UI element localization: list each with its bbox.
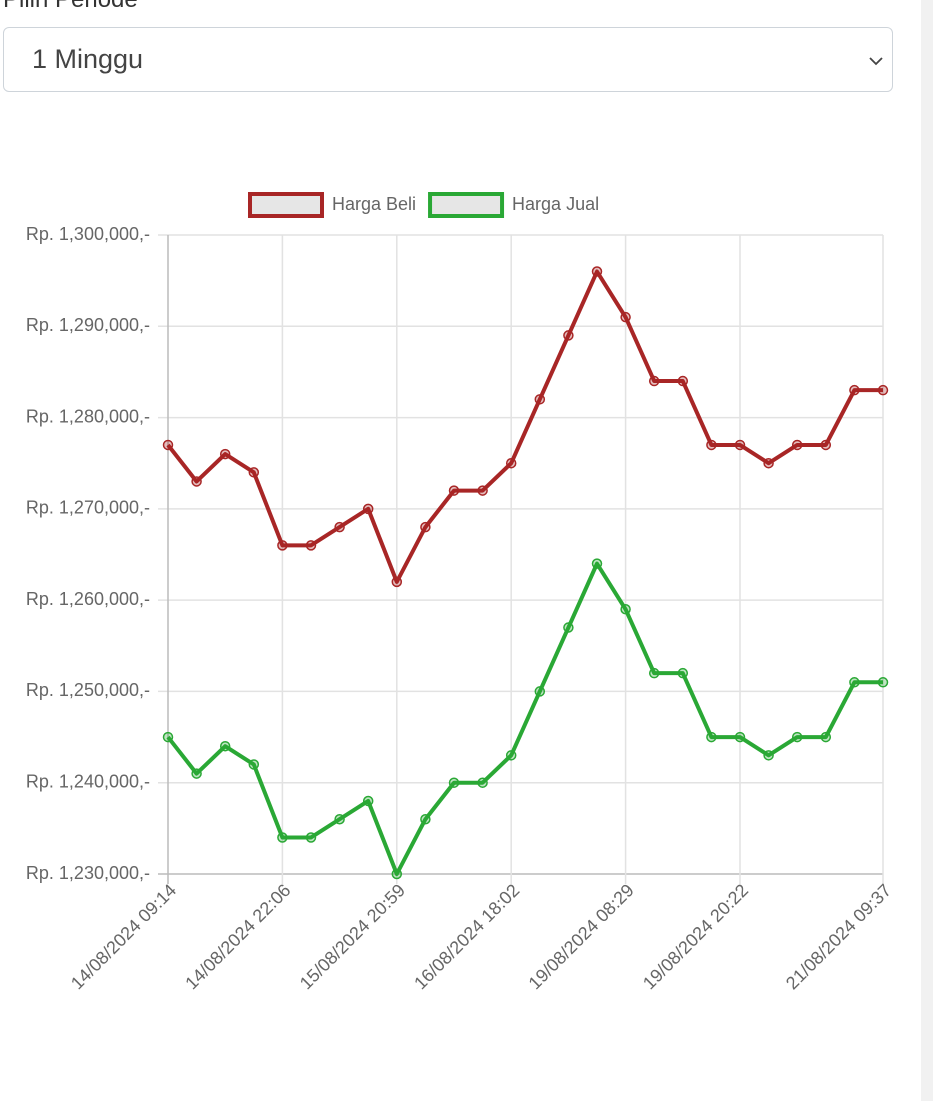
data-point [820,439,832,451]
data-point [477,777,488,788]
data-point [191,476,202,487]
data-point [591,266,603,277]
data-point [277,540,288,551]
data-point [877,677,889,688]
data-point [534,394,546,405]
y-tick-label: Rp. 1,260,000,- [26,589,150,609]
data-point [391,868,403,880]
data-point [849,677,860,688]
data-point [305,540,317,551]
period-select[interactable]: 1 Minggu [3,27,893,92]
data-point [849,384,860,396]
y-tick-label: Rp. 1,300,000,- [26,224,150,244]
data-point [706,731,717,743]
data-point [563,622,574,633]
data-point [505,750,517,761]
data-point [248,467,260,478]
data-point [448,485,460,496]
series-line [166,269,883,584]
data-point [648,375,660,387]
data-point [706,439,717,451]
x-tick-label: 14/08/2024 09:14 [67,880,180,993]
series-line [166,561,883,876]
data-point [362,503,374,515]
y-tick-label: Rp. 1,290,000,- [26,315,150,335]
x-tick-label: 19/08/2024 20:22 [639,880,752,993]
data-point [391,576,403,588]
data-point [219,448,231,460]
data-point [620,311,631,323]
data-point [677,375,689,387]
x-tick-label: 16/08/2024 18:02 [410,880,523,993]
y-tick-label: Rp. 1,270,000,- [26,498,150,518]
data-point [763,750,774,761]
data-point [448,777,460,788]
data-point [734,731,746,743]
legend-label: Harga Jual [512,194,599,214]
x-tick-label: 21/08/2024 09:37 [782,880,895,993]
y-tick-label: Rp. 1,230,000,- [26,863,150,883]
x-tick-label: 15/08/2024 20:59 [296,880,409,993]
legend-label: Harga Beli [332,194,416,214]
field-label: Pilih Periode [3,0,138,14]
data-point [791,731,803,743]
data-point [162,731,174,743]
data-point [334,813,345,825]
select-value: 1 Minggu [32,44,144,74]
x-tick-label: 19/08/2024 08:29 [525,880,638,993]
data-point [591,558,603,569]
data-point [734,439,746,451]
data-point [420,813,431,825]
data-point [362,795,374,807]
data-point [763,457,774,469]
data-point [505,457,517,469]
data-point [248,759,260,770]
data-point [620,604,631,615]
legend-item: Harga Jual [428,192,599,218]
data-point [648,667,660,679]
y-tick-label: Rp. 1,250,000,- [26,680,150,700]
data-point [477,485,488,496]
legend-item: Harga Beli [248,192,416,218]
x-tick-label: 14/08/2024 22:06 [181,880,294,993]
legend-swatch [248,192,324,218]
scrollbar[interactable] [921,0,933,1101]
data-point [191,768,202,779]
data-point [534,686,546,697]
data-point [677,667,689,679]
data-point [791,439,803,451]
legend-swatch [428,192,505,218]
data-point [563,330,574,341]
data-point [877,384,889,396]
y-tick-label: Rp. 1,240,000,- [26,771,150,791]
data-point [820,731,832,743]
chevron [869,57,883,66]
data-point [277,832,288,843]
data-point [162,439,174,451]
data-point [420,521,431,533]
data-point [305,832,317,843]
y-tick-label: Rp. 1,280,000,- [26,406,150,426]
data-point [334,521,345,533]
data-point [219,740,231,752]
